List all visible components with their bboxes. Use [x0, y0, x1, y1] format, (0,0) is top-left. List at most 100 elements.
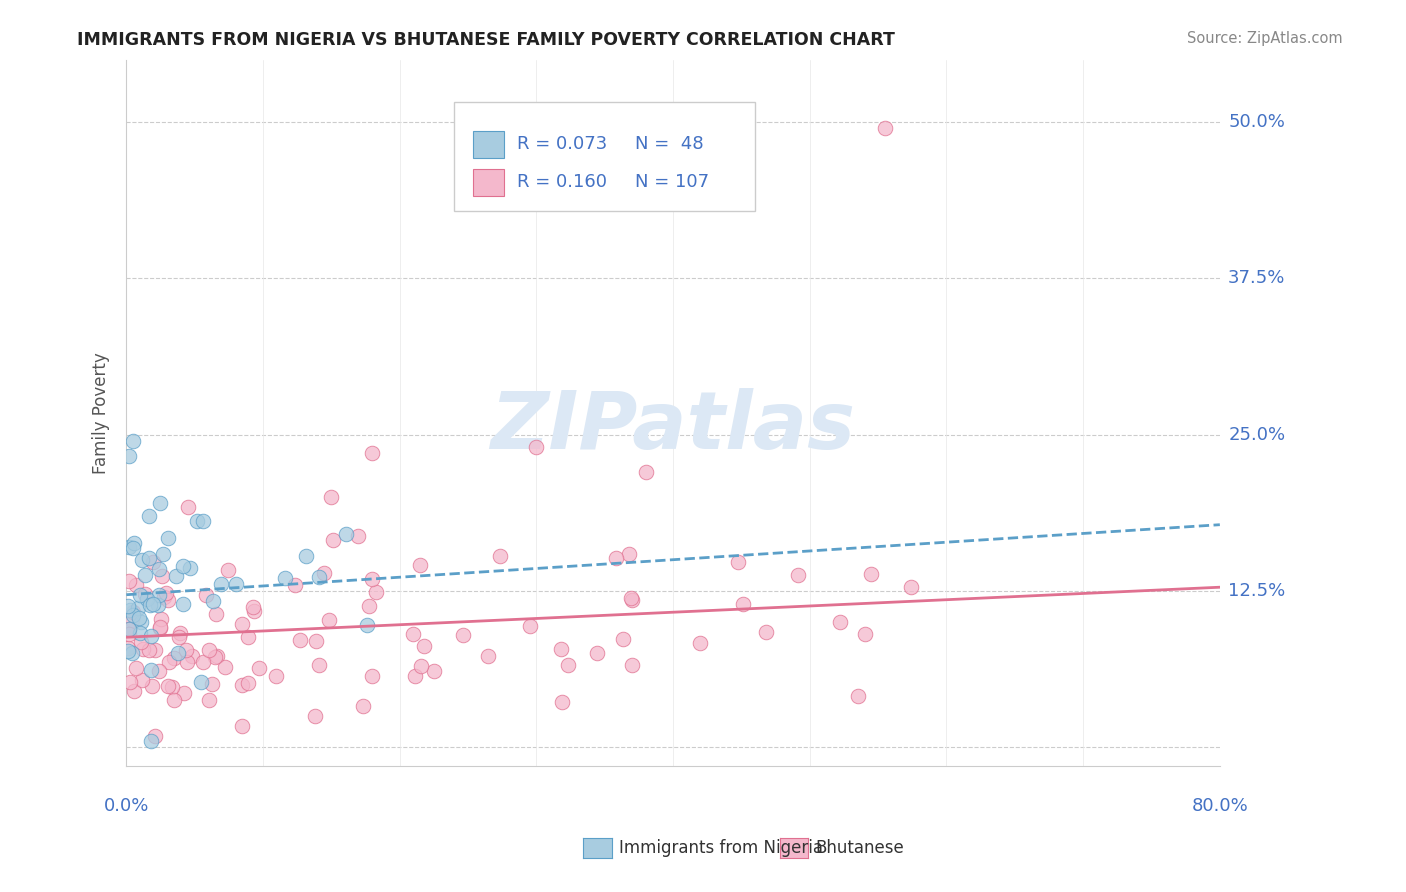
Point	[138, 551, 160, 566]
Point	[360, 669, 382, 683]
Point	[150, 569, 173, 583]
Point	[117, 640, 139, 655]
Point	[402, 627, 425, 641]
Point	[142, 597, 165, 611]
FancyBboxPatch shape	[454, 102, 755, 211]
Point	[190, 674, 212, 689]
Point	[733, 597, 755, 611]
Point	[149, 621, 172, 635]
Point	[176, 656, 198, 670]
Point	[117, 644, 139, 658]
Point	[169, 626, 191, 640]
Point	[157, 679, 180, 693]
Point	[357, 599, 380, 613]
Point	[118, 627, 141, 641]
Point	[122, 536, 145, 550]
Point	[186, 514, 208, 528]
Point	[172, 597, 194, 611]
Point	[451, 628, 474, 642]
Point	[157, 656, 180, 670]
Point	[129, 588, 152, 602]
Point	[356, 618, 378, 632]
Point	[689, 636, 711, 650]
Point	[129, 615, 152, 630]
Point	[294, 549, 316, 563]
Point	[352, 699, 374, 714]
Point	[148, 664, 170, 678]
Point	[204, 650, 226, 665]
Point	[134, 587, 156, 601]
Point	[160, 680, 183, 694]
Point	[122, 683, 145, 698]
Point	[125, 578, 148, 592]
Point	[118, 449, 141, 463]
Point	[202, 594, 225, 608]
Point	[586, 646, 609, 660]
Point	[361, 572, 384, 586]
Point	[156, 532, 179, 546]
Point	[117, 599, 139, 614]
Point	[145, 729, 167, 743]
Point	[489, 549, 512, 564]
Point	[859, 567, 882, 582]
Point	[198, 693, 221, 707]
Point	[142, 555, 165, 569]
Point	[322, 533, 344, 548]
Point	[153, 590, 176, 604]
Point	[118, 541, 141, 555]
Text: 80.0%: 80.0%	[1191, 797, 1249, 814]
Point	[853, 627, 876, 641]
Y-axis label: Family Poverty: Family Poverty	[93, 352, 110, 474]
Point	[242, 600, 264, 615]
Point	[557, 657, 579, 672]
Point	[873, 121, 896, 136]
Point	[139, 663, 162, 677]
Point	[166, 646, 188, 660]
Point	[605, 551, 627, 566]
Point	[173, 686, 195, 700]
Point	[136, 591, 159, 606]
Point	[139, 734, 162, 748]
Point	[172, 558, 194, 573]
Point	[274, 571, 297, 585]
Point	[318, 613, 340, 627]
Point	[155, 586, 177, 600]
Point	[201, 677, 224, 691]
Point	[122, 434, 145, 448]
Point	[290, 633, 312, 648]
Point	[634, 465, 657, 479]
Point	[787, 568, 810, 582]
Point	[152, 547, 174, 561]
Point	[524, 440, 547, 454]
Point	[361, 446, 384, 460]
Point	[205, 607, 228, 622]
Point	[236, 631, 259, 645]
Point	[150, 612, 173, 626]
Point	[149, 496, 172, 510]
Point	[755, 625, 778, 640]
Text: 37.5%: 37.5%	[1229, 269, 1285, 287]
Point	[236, 676, 259, 690]
Text: 12.5%: 12.5%	[1229, 582, 1285, 600]
Point	[304, 709, 326, 723]
Point	[129, 635, 152, 649]
Point	[118, 603, 141, 617]
Point	[617, 547, 640, 561]
Point	[519, 618, 541, 632]
Point	[167, 631, 190, 645]
Point	[321, 490, 343, 504]
Point	[118, 622, 141, 636]
Point	[231, 719, 253, 733]
Point	[551, 695, 574, 709]
Point	[131, 552, 153, 566]
Point	[139, 598, 162, 612]
Point	[198, 642, 221, 657]
Point	[242, 604, 264, 618]
Point	[413, 639, 436, 653]
Point	[141, 680, 163, 694]
Text: IMMIGRANTS FROM NIGERIA VS BHUTANESE FAMILY POVERTY CORRELATION CHART: IMMIGRANTS FROM NIGERIA VS BHUTANESE FAM…	[77, 31, 896, 49]
Point	[409, 658, 432, 673]
Point	[284, 578, 307, 592]
Text: ZIPatlas: ZIPatlas	[491, 388, 856, 466]
Text: 0.0%: 0.0%	[104, 797, 149, 814]
